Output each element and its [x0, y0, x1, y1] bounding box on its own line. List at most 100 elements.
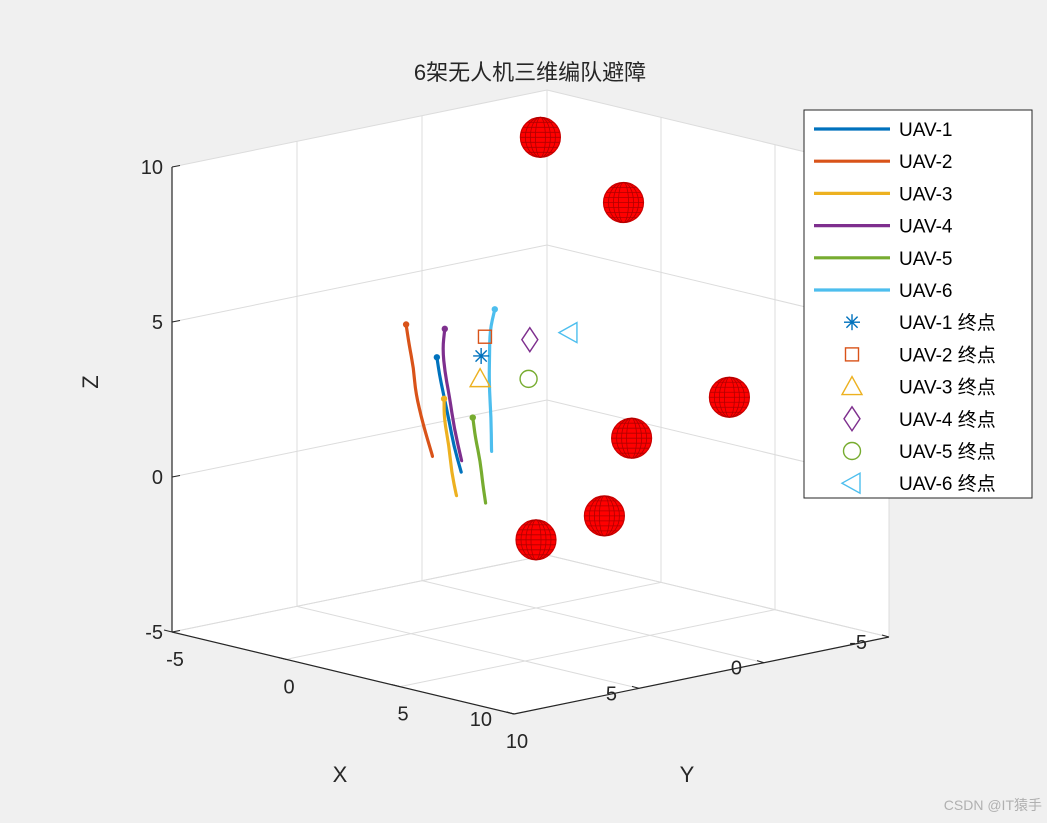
obstacle-sphere: [602, 181, 645, 224]
y-axis-label: Y: [680, 762, 695, 787]
trajectory-start-point: [402, 321, 410, 328]
legend-label: UAV-5: [899, 249, 953, 270]
endpoint-marker-asterisk: [473, 347, 490, 364]
trajectory-uav-3: [442, 397, 459, 498]
trajectory-uav-6: [487, 307, 497, 453]
legend-item[interactable]: UAV-5: [814, 249, 953, 270]
legend-item[interactable]: UAV-2 终点: [844, 344, 996, 366]
trajectory-start-point: [469, 414, 476, 421]
z-axis-label: Z: [78, 375, 103, 388]
z-tick-label: 5: [152, 312, 163, 334]
legend-item[interactable]: UAV-1: [814, 120, 953, 141]
legend-label: UAV-6: [899, 281, 953, 302]
endpoint-marker-square: [477, 329, 493, 344]
legend-label: UAV-1: [899, 120, 953, 141]
legend-item[interactable]: UAV-4 终点: [843, 405, 996, 433]
z-tick-label: -5: [145, 622, 163, 644]
z-tick-label: 0: [152, 467, 163, 489]
y-tick-label: 5: [397, 704, 408, 726]
legend-label: UAV-2: [899, 152, 953, 173]
x-axis-label: X: [333, 762, 348, 787]
x-tick-mark: [756, 660, 765, 664]
x-tick-label: -5: [849, 632, 867, 654]
grid-layer: [171, 89, 890, 715]
y-tick-label: -5: [166, 649, 184, 671]
legend-label: UAV-4: [899, 217, 953, 238]
grid-line: [421, 580, 765, 664]
trajectory-uav-2: [404, 322, 435, 458]
legend-label: UAV-3: [899, 184, 953, 205]
legend-marker-swatch: [842, 441, 862, 461]
trajectory-start-point: [433, 354, 441, 361]
legend-label: UAV-6 终点: [899, 473, 996, 495]
legend-label: UAV-4 终点: [899, 409, 996, 431]
trajectory-start-point: [440, 395, 448, 402]
axis-layer: [171, 167, 890, 715]
grid-line: [296, 605, 640, 689]
legend-marker-swatch: [840, 472, 861, 495]
endpoint-marker-circle: [519, 369, 538, 389]
trajectory-uav-4: [441, 327, 464, 463]
legend-item[interactable]: UAV-6 终点: [840, 472, 996, 495]
z-tick-mark: [171, 165, 181, 168]
endpoint-marker-triangle-up: [468, 367, 492, 388]
z-tick-mark: [171, 320, 181, 323]
obstacle-sphere: [610, 417, 653, 459]
legend-item[interactable]: UAV-2: [814, 152, 953, 173]
legend-marker-swatch: [844, 347, 860, 362]
legend[interactable]: UAV-1 UAV-2 UAV-3 UAV-4 UAV-5 UAV-6 UAV-1 终点 UA…: [803, 109, 1033, 499]
y-axis-line: [171, 631, 515, 715]
x-axis-line: [513, 636, 890, 715]
legend-item[interactable]: UAV-5 终点: [842, 441, 996, 463]
series-layer: [402, 306, 498, 505]
legend-label: UAV-2 终点: [899, 344, 996, 366]
legend-item[interactable]: UAV-3: [814, 184, 953, 205]
grid-line: [171, 554, 548, 633]
legend-label: UAV-3 终点: [899, 377, 996, 399]
legend-marker-swatch: [843, 405, 861, 433]
x-tick-mark: [631, 685, 640, 689]
legend-box: [803, 109, 1033, 499]
grid-line: [171, 89, 548, 168]
x-tick-label: 10: [470, 709, 492, 731]
legend-item[interactable]: UAV-1 终点: [844, 312, 996, 334]
legend-item[interactable]: UAV-3 终点: [840, 375, 996, 399]
grid-line: [546, 554, 890, 638]
legend-item[interactable]: UAV-4: [814, 217, 953, 238]
y-tick-mark: [391, 684, 401, 688]
legend-label: UAV-5 终点: [899, 441, 996, 463]
y-tick-mark: [277, 656, 287, 660]
obstacle-sphere: [519, 116, 562, 158]
trajectory-start-point: [491, 306, 498, 313]
back-left-face: [172, 90, 547, 632]
z-tick-mark: [171, 475, 181, 478]
watermark: CSDN @IT猿手: [944, 797, 1042, 813]
legend-marker-swatch: [844, 314, 860, 331]
trajectory-start-point: [441, 325, 448, 333]
floor-face: [172, 555, 889, 714]
grid-line: [285, 581, 662, 660]
obstacle-sphere: [515, 519, 557, 561]
endpoint-layer: [468, 321, 578, 389]
obstacle-sphere: [708, 376, 751, 418]
obstacle-sphere: [583, 495, 626, 537]
legend-marker-swatch: [840, 375, 864, 396]
grid-line: [171, 399, 548, 478]
x-tick-label: 0: [731, 658, 742, 680]
z-tick-mark: [171, 630, 181, 633]
x-tick-mark: [881, 634, 890, 638]
x-tick-label: 5: [606, 683, 617, 705]
y-tick-mark: [163, 629, 173, 633]
grid-line: [399, 609, 776, 688]
y-tick-label: 0: [283, 676, 294, 698]
chart-title: 6架无人机三维编队避障: [414, 60, 646, 85]
grid-line: [171, 244, 548, 323]
y-tick-label: 10: [506, 731, 528, 753]
endpoint-marker-diamond: [520, 326, 539, 353]
z-tick-label: 10: [141, 157, 163, 179]
legend-item[interactable]: UAV-6: [814, 281, 953, 302]
legend-label: UAV-1 终点: [899, 312, 996, 334]
trajectory-uav-1: [435, 355, 463, 474]
